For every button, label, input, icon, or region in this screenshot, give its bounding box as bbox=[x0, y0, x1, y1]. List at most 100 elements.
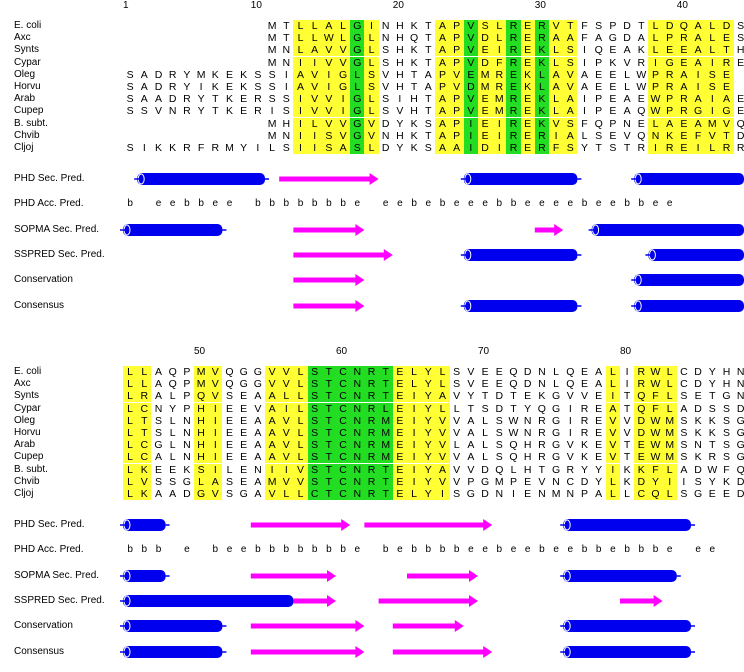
residue-cell: R bbox=[538, 427, 546, 439]
residue-cell: G bbox=[736, 439, 744, 452]
residue-cell: Q bbox=[168, 366, 177, 378]
residue-cell: S bbox=[194, 463, 209, 476]
residue-cell: E bbox=[240, 93, 248, 106]
residue-cell: E bbox=[154, 463, 162, 476]
residue-cell: E bbox=[595, 390, 603, 403]
residue-cell: T bbox=[563, 20, 578, 32]
residue-cell: L bbox=[435, 378, 450, 391]
residue-cell bbox=[166, 44, 180, 56]
residue-cell: F bbox=[648, 390, 663, 403]
residue-cell: I bbox=[463, 142, 478, 154]
residue-cell: G bbox=[350, 56, 365, 69]
residue-cell: N bbox=[350, 402, 365, 415]
residue-cell: T bbox=[321, 475, 336, 488]
residue-cell: R bbox=[364, 451, 379, 464]
residue-cell bbox=[137, 57, 151, 69]
prediction-label: SSPRED Sec. Pred. bbox=[14, 594, 105, 606]
residue-cell: M bbox=[267, 129, 277, 142]
residue-cell: K bbox=[225, 105, 233, 118]
residue-cell: E bbox=[609, 129, 617, 142]
prediction-label: PHD Acc. Pred. bbox=[14, 198, 84, 210]
residue-cell: I bbox=[583, 105, 586, 118]
residue-cell: E bbox=[520, 129, 535, 142]
residue-cell: A bbox=[691, 32, 706, 45]
residue-cell: L bbox=[407, 488, 422, 500]
residue-cell: E bbox=[481, 366, 489, 378]
residue-cell: V bbox=[321, 44, 336, 57]
residue-cell bbox=[194, 20, 208, 32]
residue-cell: E bbox=[392, 488, 407, 500]
accessibility-mark: b bbox=[326, 544, 332, 556]
residue-cell: D bbox=[463, 81, 478, 93]
species-name: Synts bbox=[14, 390, 40, 402]
accessibility-mark: e bbox=[524, 198, 531, 210]
residue-cell: T bbox=[321, 488, 336, 500]
residue-cell: L bbox=[123, 427, 138, 439]
residue-cell: V bbox=[364, 129, 379, 142]
residue-cell: I bbox=[705, 56, 720, 69]
residue-cell: T bbox=[623, 439, 631, 452]
residue-cell bbox=[166, 57, 180, 69]
residue-cell: N bbox=[538, 378, 546, 391]
residue-cell: R bbox=[506, 129, 521, 142]
residue-cell: L bbox=[293, 44, 308, 57]
residue-cell: V bbox=[279, 378, 294, 391]
residue-cell: T bbox=[510, 390, 517, 403]
residue-cell: R bbox=[183, 105, 191, 118]
strand-arrow bbox=[250, 569, 336, 582]
residue-cell: V bbox=[279, 439, 294, 452]
residue-cell: V bbox=[549, 117, 564, 130]
residue-cell: D bbox=[495, 390, 504, 403]
helix-cylinder bbox=[560, 645, 695, 658]
residue-cell: V bbox=[382, 81, 390, 93]
residue-cell: L bbox=[279, 488, 294, 500]
accessibility-mark: e bbox=[468, 544, 474, 556]
residue-cell: K bbox=[534, 117, 549, 130]
residue-cell: T bbox=[137, 414, 152, 427]
residue-cell: F bbox=[581, 20, 588, 32]
residue-cell: M bbox=[378, 414, 393, 427]
residue-cell: N bbox=[350, 378, 365, 391]
residue-cell: A bbox=[208, 475, 223, 488]
accessibility-mark: b bbox=[382, 544, 389, 556]
residue-cell: T bbox=[321, 451, 336, 464]
residue-cell: E bbox=[520, 56, 535, 69]
residue-cell: L bbox=[492, 20, 507, 32]
residue-cell: Q bbox=[495, 463, 504, 476]
residue-cell: K bbox=[410, 56, 418, 69]
residue-cell: L bbox=[705, 142, 720, 154]
residue-cell: K bbox=[534, 56, 549, 69]
residue-cell: E bbox=[495, 378, 503, 391]
residue-cell: L bbox=[510, 463, 517, 476]
residue-cell: S bbox=[424, 142, 432, 154]
residue-cell: S bbox=[563, 44, 578, 57]
residue-cell: E bbox=[524, 488, 532, 500]
residue-cell: Y bbox=[421, 427, 436, 439]
residue-cell: G bbox=[481, 475, 490, 488]
residue-cell: F bbox=[492, 56, 507, 69]
residue-cell: T bbox=[623, 402, 631, 415]
residue-cell: P bbox=[449, 105, 464, 118]
residue-cell: E bbox=[722, 488, 730, 500]
prediction-label: PHD Acc. Pred. bbox=[14, 544, 84, 556]
residue-cell: I bbox=[492, 129, 507, 142]
residue-cell bbox=[151, 130, 165, 142]
residue-cell: D bbox=[736, 475, 744, 488]
residue-cell: V bbox=[208, 366, 223, 378]
residue-cell bbox=[251, 20, 265, 32]
residue-cell: V bbox=[449, 81, 464, 93]
residue-cell: I bbox=[568, 427, 572, 439]
residue-cell: I bbox=[492, 44, 507, 57]
residue-cell bbox=[208, 44, 222, 56]
residue-cell: R bbox=[736, 142, 744, 154]
residue-cell: A bbox=[154, 488, 162, 500]
residue-cell: L bbox=[624, 488, 631, 500]
residue-cell: A bbox=[680, 402, 688, 415]
residue-cell: A bbox=[265, 414, 280, 427]
residue-cell: A bbox=[563, 129, 578, 142]
residue-cell: S bbox=[307, 439, 322, 452]
residue-cell: C bbox=[336, 475, 351, 488]
accessibility-mark: b bbox=[283, 198, 290, 210]
ruler-tick: 80 bbox=[620, 346, 632, 357]
residue-cell: T bbox=[623, 451, 631, 464]
